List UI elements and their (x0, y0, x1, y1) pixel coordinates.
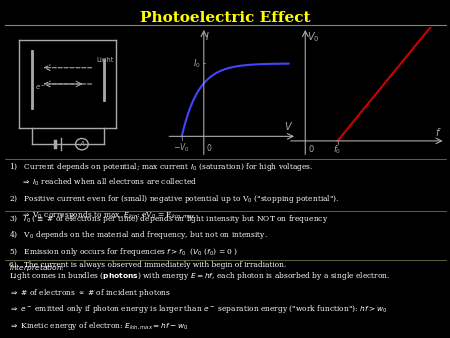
Text: $-V_0$: $-V_0$ (173, 142, 190, 154)
Text: 3)   $I_0$ ($\equiv$ # of electrons per time) depends on light intensity but NOT: 3) $I_0$ ($\equiv$ # of electrons per ti… (9, 213, 328, 269)
Text: $f$: $f$ (435, 126, 441, 138)
Text: $e^-$: $e^-$ (35, 83, 46, 93)
Text: Light: Light (96, 57, 114, 63)
Text: $I$: $I$ (205, 30, 210, 42)
Text: $0$: $0$ (206, 142, 212, 153)
Text: Photoelectric Effect: Photoelectric Effect (140, 11, 310, 25)
Text: $\it{Interpretation}$:: $\it{Interpretation}$: (9, 262, 65, 273)
Text: $f_0$: $f_0$ (333, 143, 342, 156)
Text: $V_0$: $V_0$ (307, 30, 320, 44)
Text: $V$: $V$ (284, 120, 293, 132)
Text: A: A (80, 141, 84, 147)
Text: Light comes in bundles ($\bf{photons}$) with energy $E = hf$, each photon is abs: Light comes in bundles ($\bf{photons}$) … (9, 270, 390, 338)
Text: 1)   Current depends on potential; max current $I_0$ (saturation) for high volta: 1) Current depends on potential; max cur… (9, 161, 339, 221)
Text: $0$: $0$ (308, 143, 315, 154)
Text: $I_0$: $I_0$ (193, 57, 201, 70)
